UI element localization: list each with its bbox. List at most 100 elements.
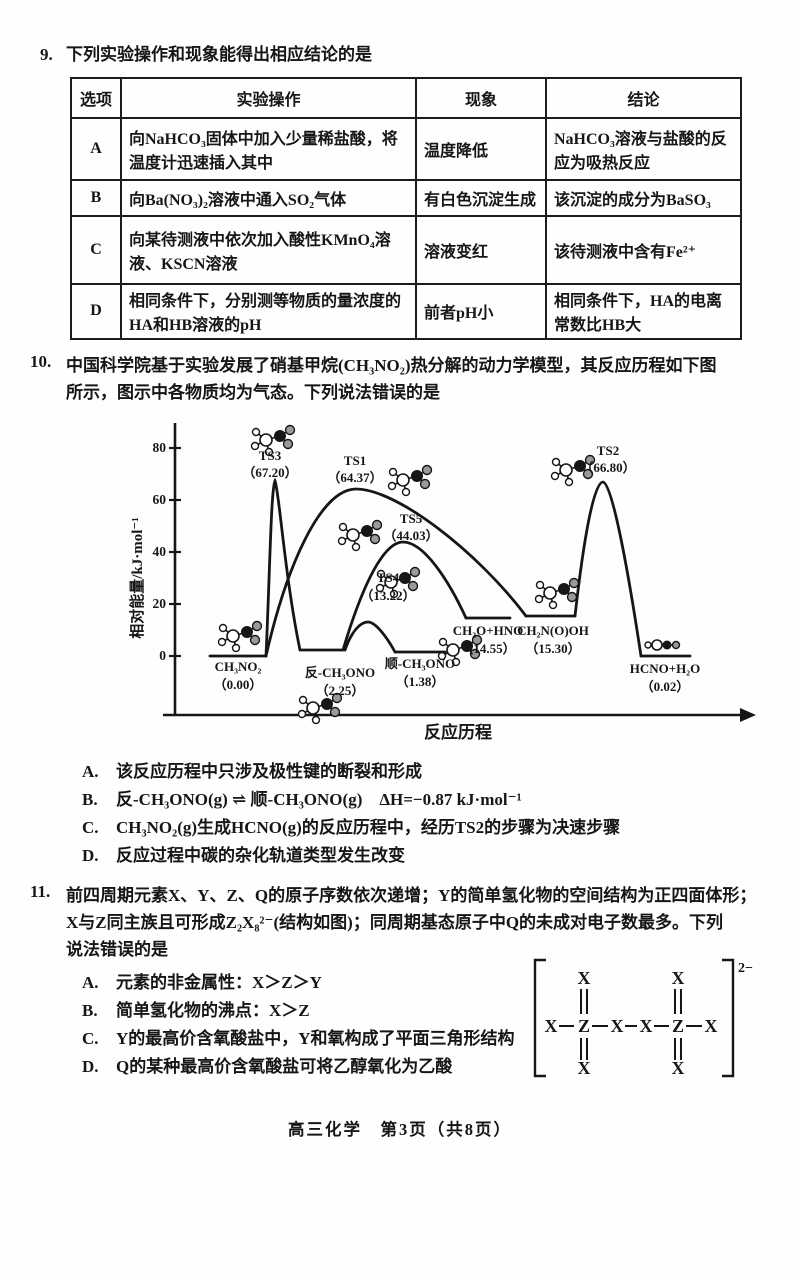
svg-text:X: X [640, 1016, 653, 1036]
option-c: C. CH₃NO₂(g)生成HCNO(g)的反应历程中，经历TS2的步骤为决速步骤 [82, 818, 621, 838]
svg-text:CH₃NO₂: CH₃NO₂ [215, 659, 262, 674]
table-cell: 向某待测液中依次加入酸性KMnO₄溶液、KSCN溶液 [120, 214, 417, 285]
question-10-options: A. 该反应历程中只涉及极性键的断裂和形成 B. 反-CH₃ONO(g) ⇌ 顺-C… [82, 758, 764, 870]
question-11-options: A. 元素的非金属性：X＞Z＞Y B. 简单氢化物的沸点：X＞Z C. Y的最高价含氧… [82, 969, 764, 1081]
curve-ts2 [573, 480, 643, 658]
svg-text:X: X [611, 1016, 624, 1036]
y-axis-label: 相对能量/kJ·mol⁻¹ [128, 518, 146, 640]
svg-text:（1.38）: （1.38） [396, 674, 445, 689]
brackets [533, 958, 735, 1078]
structure-svg: 2− X X X Z X X Z X X X [533, 958, 753, 1078]
svg-text:Z: Z [672, 1016, 684, 1036]
svg-text:TS2: TS2 [597, 443, 619, 458]
table-row: B 向Ba(NO₃)₂溶液中通入SO₂气体 有白色沉淀生成 该沉淀的成分为BaS… [70, 178, 742, 217]
y-tick-labels: 80 60 40 20 0 [153, 440, 167, 663]
svg-text:TS3: TS3 [259, 448, 282, 463]
svg-text:X: X [705, 1016, 718, 1036]
header-operation: 实验操作 [120, 76, 417, 119]
table-cell: 向NaHCO₃固体中加入少量稀盐酸，将温度计迅速插入其中 [120, 116, 417, 181]
chemical-structure-diagram: 2− X X X Z X X Z X X X [526, 952, 761, 1097]
question-number: 11. [30, 881, 51, 901]
svg-text:40: 40 [153, 544, 167, 559]
page-footer: 高三化学 第3页（共8页） [288, 1120, 512, 1139]
option-b: B. 简单氢化物的沸点：X＞Z [82, 1001, 310, 1021]
svg-text:0: 0 [159, 648, 166, 663]
svg-text:80: 80 [153, 440, 167, 455]
table-cell: 相同条件下，分别测等物质的量浓度的HA和HB溶液的pH [120, 282, 417, 340]
table-row: D 相同条件下，分别测等物质的量浓度的HA和HB溶液的pH 前者pH小 相同条件… [70, 282, 742, 340]
table-cell: A [70, 116, 122, 181]
question-text: 中国科学院基于实验发展了硝基甲烷(CH₃NO₂)热分解的动力学模型，其反应历程如… [66, 355, 717, 403]
svg-text:CH₂N(O)OH: CH₂N(O)OH [517, 623, 589, 638]
header-phenomenon: 现象 [415, 76, 547, 119]
option-b: B. 反-CH₃ONO(g) ⇌ 顺-CH₃ONO(g) ΔH=−0.87 kJ·… [82, 790, 522, 810]
question-9-stem: 9. 下列实验操作和现象能得出相应结论的是 [40, 44, 764, 67]
table-header-row: 选项 实验操作 现象 结论 [70, 76, 742, 119]
svg-text:（2.25）: （2.25） [316, 683, 365, 698]
question-text: 下列实验操作和现象能得出相应结论的是 [66, 45, 372, 64]
species-labels: TS3 （67.20） TS1 （64.37） TS5 （44.03） TS4 … [214, 443, 701, 698]
svg-text:TS5: TS5 [400, 511, 423, 526]
svg-text:TS4: TS4 [377, 570, 400, 585]
table-cell: 溶液变红 [415, 214, 547, 285]
header-option: 选项 [70, 76, 122, 119]
structure-atoms: X X X Z X X Z X X X [545, 968, 718, 1078]
svg-text:TS1: TS1 [344, 453, 366, 468]
svg-text:20: 20 [153, 596, 167, 611]
table-cell: 温度降低 [415, 116, 547, 181]
y-axis [169, 423, 181, 717]
svg-text:顺-CH₃ONO: 顺-CH₃ONO [385, 656, 455, 671]
svg-text:反-CH₃ONO: 反-CH₃ONO [305, 665, 375, 680]
energy-diagram: 80 60 40 20 0 相对能量/kJ·mol⁻¹ 反应历程 [128, 418, 768, 752]
svg-text:CH₂O+HNO: CH₂O+HNO [453, 623, 524, 638]
table-row: A 向NaHCO₃固体中加入少量稀盐酸，将温度计迅速插入其中 温度降低 NaHC… [70, 116, 742, 181]
svg-text:（13.22）: （13.22） [360, 588, 415, 603]
curve-ts4 [343, 620, 397, 654]
option-d: D. 反应过程中碳的杂化轨道类型发生改变 [82, 845, 405, 865]
svg-text:（0.00）: （0.00） [214, 677, 263, 692]
svg-text:（44.03）: （44.03） [383, 528, 438, 543]
option-a: A. 元素的非金属性：X＞Z＞Y [82, 973, 322, 993]
x-axis [163, 708, 756, 723]
table-cell: 向Ba(NO₃)₂溶液中通入SO₂气体 [120, 178, 417, 217]
table-cell: 该待测液中含有Fe²⁺ [545, 214, 742, 285]
table-cell: D [70, 282, 122, 340]
question-9: 9. 下列实验操作和现象能得出相应结论的是 选项 实验操作 现象 结论 A 向Na… [40, 44, 764, 340]
svg-text:X: X [672, 1058, 685, 1078]
option-c: C. Y的最高价含氧酸盐中，Y和氧构成了平面三角形结构 [82, 1029, 515, 1049]
curve-ts1 [264, 487, 528, 658]
question-10: 10. 中国科学院基于实验发展了硝基甲烷(CH₃NO₂)热分解的动力学模型，其反… [30, 352, 764, 870]
question-11: 11. 前四周期元素X、Y、Z、Q的原子序数依次递增；Y的简单氢化物的空间结构为… [30, 882, 764, 1081]
table-cell: C [70, 214, 122, 285]
double-bonds [580, 989, 682, 1060]
energy-curves [208, 477, 692, 658]
x-axis-arrow [740, 708, 756, 723]
svg-text:（64.37）: （64.37） [327, 470, 382, 485]
table-cell: 该沉淀的成分为BaSO₃ [545, 178, 742, 217]
curve-ts5 [341, 540, 468, 652]
table-cell: B [70, 178, 122, 217]
svg-text:（67.20）: （67.20） [242, 465, 297, 480]
x-axis-label: 反应历程 [424, 722, 492, 742]
svg-text:Z: Z [578, 1016, 590, 1036]
experiment-table: 选项 实验操作 现象 结论 A 向NaHCO₃固体中加入少量稀盐酸，将温度计迅速… [70, 76, 742, 340]
svg-text:（66.80）: （66.80） [580, 460, 635, 475]
svg-text:X: X [545, 1016, 558, 1036]
svg-text:X: X [578, 1058, 591, 1078]
option-a: A. 该反应历程中只涉及极性键的断裂和形成 [82, 762, 422, 782]
energy-diagram-svg: 80 60 40 20 0 相对能量/kJ·mol⁻¹ 反应历程 [128, 423, 756, 742]
svg-text:X: X [672, 968, 685, 988]
svg-text:（15.30）: （15.30） [525, 641, 580, 656]
table-cell: NaHCO₃溶液与盐酸的反应为吸热反应 [545, 116, 742, 181]
question-number: 10. [30, 351, 52, 371]
table-row: C 向某待测液中依次加入酸性KMnO₄溶液、KSCN溶液 溶液变红 该待测液中含… [70, 214, 742, 285]
svg-text:（14.55）: （14.55） [460, 641, 515, 656]
svg-text:（0.02）: （0.02） [641, 679, 690, 694]
question-number: 9. [40, 45, 53, 64]
svg-text:60: 60 [153, 492, 167, 507]
charge-label: 2− [738, 961, 753, 976]
table-cell: 有白色沉淀生成 [415, 178, 547, 217]
svg-text:HCNO+H₂O: HCNO+H₂O [630, 661, 701, 676]
option-d: D. Q的某种最高价含氧酸盐可将乙醇氧化为乙酸 [82, 1057, 453, 1076]
